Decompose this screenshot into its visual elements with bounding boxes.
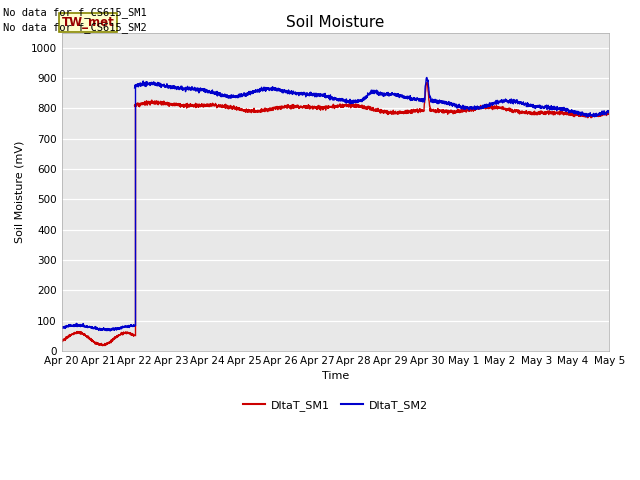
X-axis label: Time: Time <box>322 371 349 381</box>
Text: No data for f_CS615_SM2: No data for f_CS615_SM2 <box>3 22 147 33</box>
Text: No data for f_CS615_SM1: No data for f_CS615_SM1 <box>3 7 147 18</box>
Title: Soil Moisture: Soil Moisture <box>286 15 385 30</box>
Legend: DltaT_SM1, DltaT_SM2: DltaT_SM1, DltaT_SM2 <box>239 396 432 415</box>
Y-axis label: Soil Moisture (mV): Soil Moisture (mV) <box>15 141 25 243</box>
Text: TW_met: TW_met <box>61 16 115 29</box>
